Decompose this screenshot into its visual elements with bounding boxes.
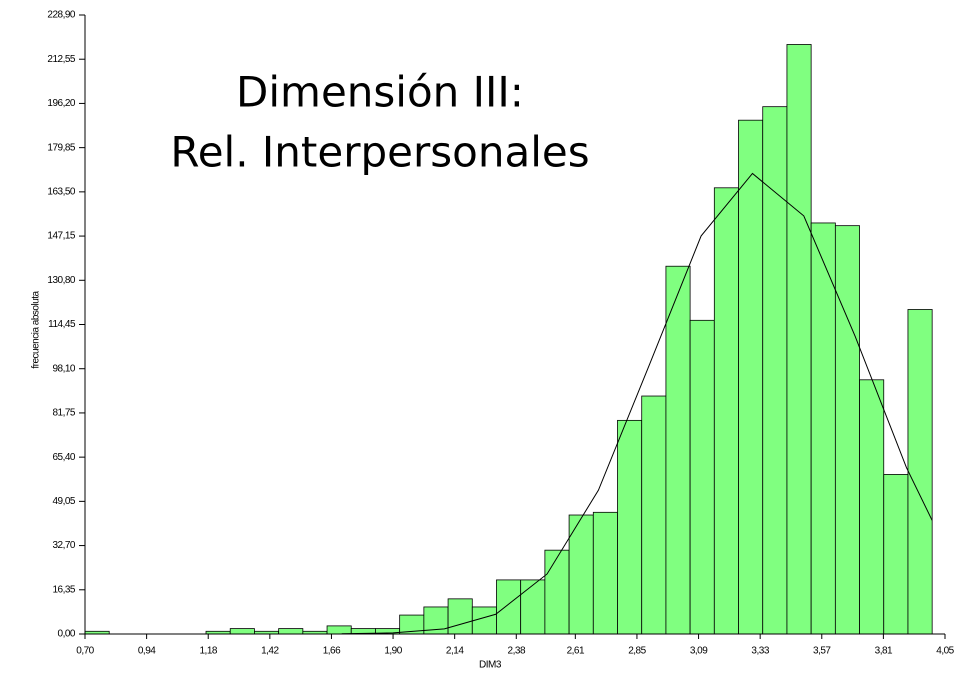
y-tick-label: 228,90 (47, 10, 76, 21)
bar (278, 628, 304, 635)
bar (471, 606, 497, 635)
y-tick-label: 98,10 (52, 363, 75, 374)
x-tick-label: 4,05 (936, 646, 954, 657)
bar (689, 319, 715, 635)
x-tick-label: 3,09 (690, 646, 708, 657)
y-tick-label: 212,55 (47, 54, 76, 65)
bar (568, 514, 594, 635)
x-tick-label: 1,42 (261, 646, 279, 657)
x-tick-label: 0,70 (76, 646, 94, 657)
annotation: Dimensión III: (236, 68, 524, 117)
y-tick-label: 179,85 (47, 142, 76, 153)
x-tick-label: 0,94 (138, 646, 156, 657)
x-tick-label: 1,90 (384, 646, 402, 657)
y-tick-label: 196,20 (47, 98, 76, 109)
x-tick-label: 1,66 (323, 646, 341, 657)
bar (520, 579, 546, 635)
x-tick-label: 2,14 (446, 646, 464, 657)
bar (834, 225, 860, 635)
x-tick-label: 2,85 (628, 646, 646, 657)
x-tick-label: 3,33 (751, 646, 769, 657)
bar (762, 106, 788, 635)
y-tick-label: 163,50 (47, 186, 76, 197)
x-tick-label: 1,18 (199, 646, 217, 657)
x-tick-label: 2,38 (508, 646, 526, 657)
x-tick-label: 3,57 (813, 646, 831, 657)
x-tick-label: 2,61 (567, 646, 585, 657)
bar (738, 119, 764, 635)
y-tick-label: 81,75 (52, 408, 75, 419)
bar (641, 395, 667, 635)
bar (617, 419, 643, 635)
bar (592, 511, 618, 635)
y-tick-label: 114,45 (48, 319, 76, 330)
y-tick-label: 32,70 (52, 540, 75, 551)
bar (713, 187, 739, 635)
x-tick-label: 3,81 (875, 646, 893, 657)
y-tick-label: 0,00 (58, 629, 76, 640)
bar (859, 379, 885, 635)
bar (496, 579, 522, 635)
y-tick-label: 49,05 (52, 496, 75, 507)
y-tick-label: 130,80 (47, 275, 76, 286)
y-tick-label: 147,15 (47, 231, 76, 242)
bar (907, 309, 933, 635)
bar (810, 222, 836, 635)
bar (786, 44, 812, 635)
y-tick-label: 65,40 (52, 452, 75, 463)
bar (326, 625, 352, 635)
bar (229, 628, 255, 635)
x-axis-label: DIM3 (479, 660, 502, 671)
fit-curve (341, 172, 933, 635)
y-tick-label: 16,35 (52, 584, 75, 595)
annotation: Rel. Interpersonales (170, 128, 589, 177)
bar (447, 598, 473, 635)
y-axis-label: frecuencia absoluta (31, 290, 42, 368)
bar (544, 549, 570, 635)
bar (665, 265, 691, 635)
bar (883, 474, 909, 635)
